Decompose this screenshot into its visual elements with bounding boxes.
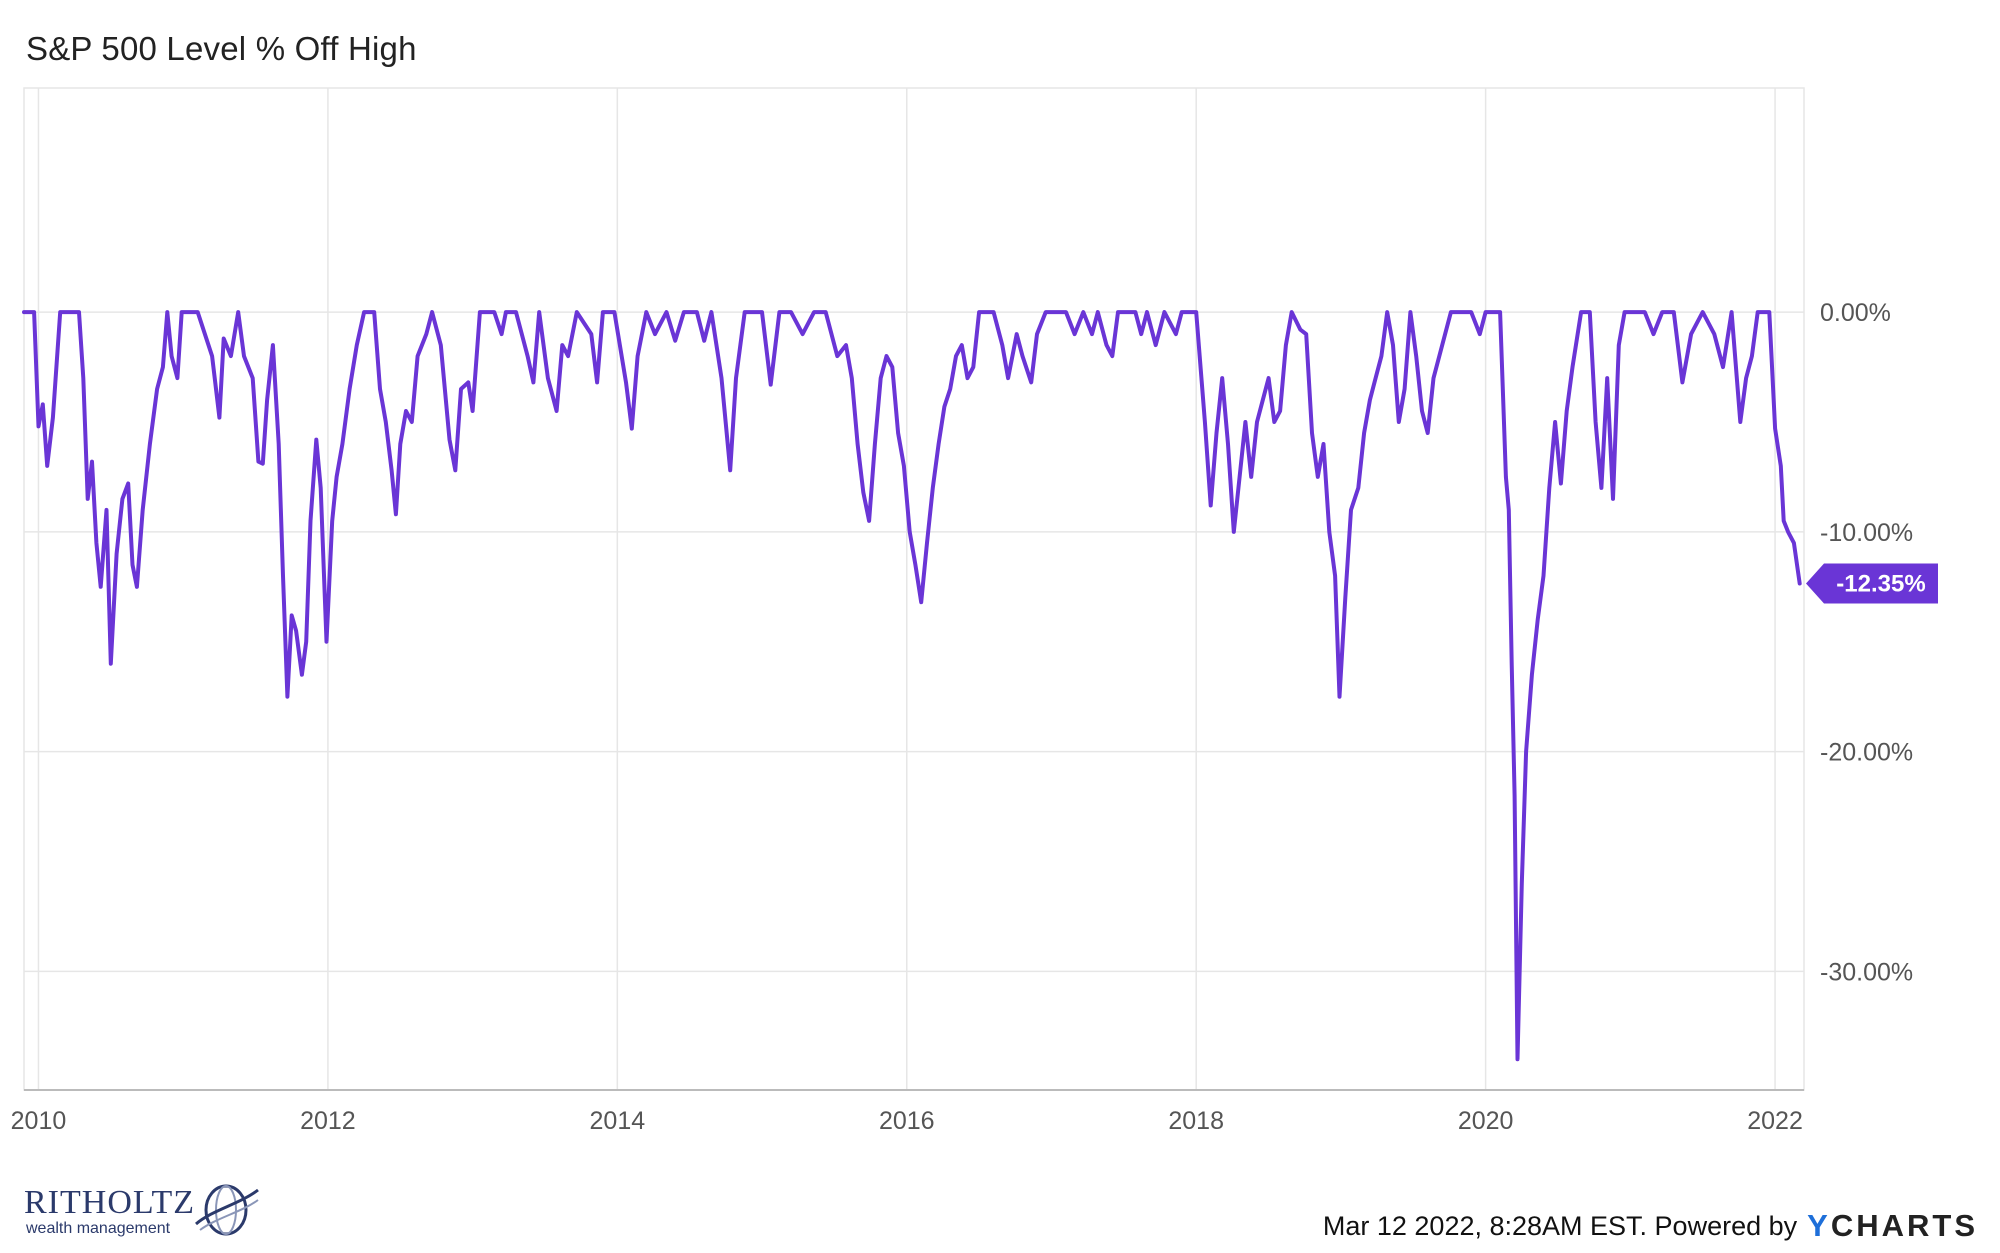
x-tick-label: 2022 [1747,1107,1803,1135]
logo-tagline: wealth management [26,1220,171,1237]
last-value-label: -12.35% [1836,571,1925,598]
ycharts-logo-text: CHARTS [1830,1208,1978,1243]
y-tick-label: -10.00% [1820,519,1913,547]
x-tick-label: 2018 [1168,1107,1224,1135]
x-tick-label: 2020 [1458,1107,1514,1135]
ycharts-logo-y: Y [1807,1208,1831,1243]
x-tick-label: 2012 [300,1107,356,1135]
x-tick-labels: 2010 2012 2014 2016 2018 2020 2022 [11,1107,1803,1135]
series-line [22,310,1802,1062]
footer: Mar 12 2022, 8:28AM EST. Powered by YCHA… [1323,1208,1978,1244]
y-tick-label: -30.00% [1820,958,1913,986]
ycharts-logo[interactable]: YCHARTS [1807,1208,1978,1244]
chart-title: S&P 500 Level % Off High [26,30,417,67]
y-tick-label: -20.00% [1820,739,1913,767]
x-tick-label: 2010 [11,1107,67,1135]
plot-frame [23,87,1805,1091]
last-value-badge-shape [1806,563,1938,604]
ritholtz-logo: RITHOLTZ wealth management [24,1180,264,1240]
x-tick-label: 2016 [879,1107,935,1135]
footer-timestamp: Mar 12 2022, 8:28AM EST. Powered by [1322,1210,1798,1241]
last-value-badge: -12.35% [1806,563,1938,604]
y-tick-label: 0.00% [1820,299,1891,327]
y-tick-labels: 0.00% -10.00% -20.00% -30.00% [1820,299,1913,986]
x-tick-label: 2014 [590,1107,646,1135]
logo-wordmark: RITHOLTZ [24,1184,196,1221]
globe-icon [195,1184,259,1236]
